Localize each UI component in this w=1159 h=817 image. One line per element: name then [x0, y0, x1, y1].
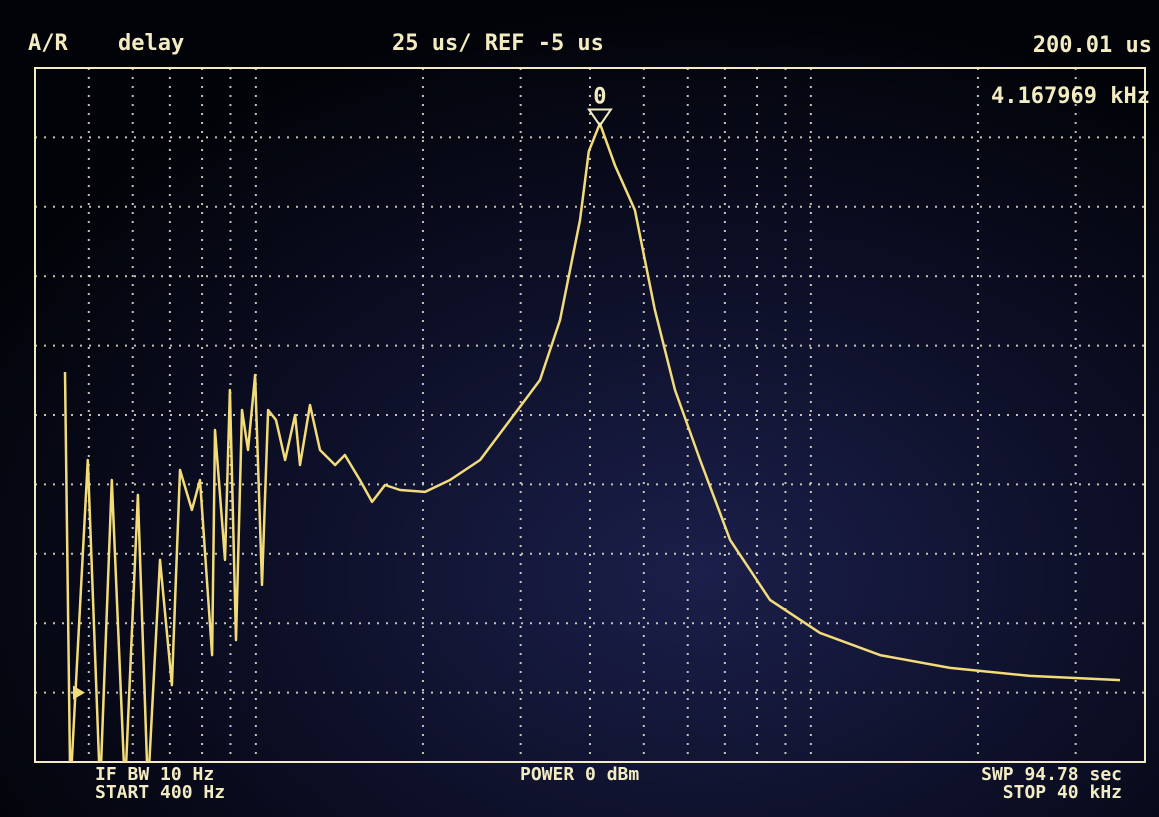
marker-frequency: 4.167969 kHz [991, 84, 1150, 109]
source-power: POWER 0 dBm [520, 764, 639, 785]
marker-value: 200.01 us [1033, 33, 1152, 58]
plot-area [63, 122, 1121, 762]
start-frequency: START 400 Hz [95, 782, 225, 803]
delay-trace [63, 122, 1121, 762]
marker-label: 0 [593, 84, 606, 109]
scale-label: 25 us/ REF -5 us [392, 31, 604, 56]
channel-label: A/R [28, 31, 68, 56]
sweep-time: SWP 94.78 sec [981, 764, 1122, 785]
stop-frequency: STOP 40 kHz [1003, 782, 1122, 803]
reference-pointer [73, 685, 85, 700]
marker-triangle [587, 108, 613, 128]
if-bandwidth: IF BW 10 Hz [95, 764, 214, 785]
format-label: delay [118, 31, 184, 56]
graticule-border [34, 67, 1146, 763]
